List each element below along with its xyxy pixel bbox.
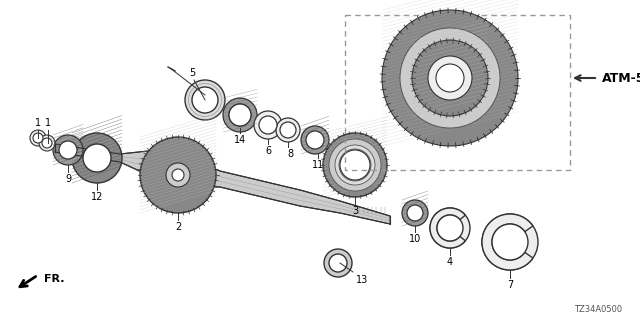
Circle shape	[492, 224, 528, 260]
Text: 9: 9	[65, 174, 71, 184]
Circle shape	[223, 98, 257, 132]
Circle shape	[335, 145, 375, 185]
Circle shape	[254, 111, 282, 139]
Circle shape	[428, 56, 472, 100]
Circle shape	[229, 104, 251, 126]
Text: 13: 13	[356, 275, 368, 285]
Circle shape	[140, 137, 216, 213]
Circle shape	[482, 214, 538, 270]
Text: 4: 4	[447, 257, 453, 267]
Circle shape	[402, 200, 428, 226]
Circle shape	[192, 87, 218, 113]
Circle shape	[185, 80, 225, 120]
Circle shape	[382, 10, 518, 146]
Text: TZ34A0500: TZ34A0500	[574, 305, 622, 314]
Circle shape	[400, 28, 500, 128]
Text: FR.: FR.	[44, 274, 65, 284]
Circle shape	[259, 116, 277, 134]
Circle shape	[39, 135, 55, 151]
Text: 14: 14	[234, 135, 246, 145]
Circle shape	[42, 138, 52, 148]
Circle shape	[59, 141, 77, 159]
Circle shape	[324, 249, 352, 277]
Circle shape	[276, 118, 300, 142]
Circle shape	[72, 133, 122, 183]
Polygon shape	[430, 208, 465, 248]
Text: 1: 1	[35, 118, 41, 128]
Circle shape	[301, 126, 329, 154]
Circle shape	[306, 131, 324, 149]
Text: 12: 12	[91, 192, 103, 202]
Text: 1: 1	[45, 118, 51, 128]
Circle shape	[340, 150, 370, 180]
Circle shape	[172, 169, 184, 181]
Text: 10: 10	[409, 234, 421, 244]
Circle shape	[53, 135, 83, 165]
Text: 2: 2	[175, 222, 181, 232]
Circle shape	[430, 208, 470, 248]
Circle shape	[437, 215, 463, 241]
Circle shape	[436, 64, 464, 92]
Circle shape	[412, 40, 488, 116]
Circle shape	[83, 144, 111, 172]
Circle shape	[329, 254, 347, 272]
Circle shape	[407, 205, 423, 221]
Text: 7: 7	[507, 280, 513, 290]
Text: 8: 8	[287, 149, 293, 159]
Text: ATM-5-5: ATM-5-5	[602, 71, 640, 84]
Circle shape	[340, 150, 370, 180]
Circle shape	[229, 104, 251, 126]
Circle shape	[339, 149, 371, 181]
Circle shape	[166, 163, 190, 187]
Circle shape	[329, 139, 381, 191]
Circle shape	[323, 133, 387, 197]
Text: 3: 3	[352, 206, 358, 216]
Text: 5: 5	[189, 68, 195, 78]
Circle shape	[280, 122, 296, 138]
Text: 11: 11	[312, 160, 324, 170]
Polygon shape	[482, 214, 533, 270]
Bar	[345, 15, 570, 170]
Text: 6: 6	[265, 146, 271, 156]
Circle shape	[30, 130, 46, 146]
Polygon shape	[55, 144, 390, 224]
Circle shape	[33, 133, 43, 143]
